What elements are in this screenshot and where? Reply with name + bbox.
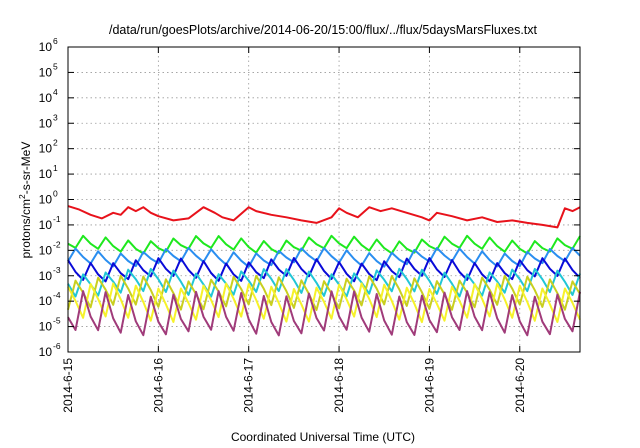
y-tick-exponent: -2 <box>53 239 61 249</box>
y-tick-label: 10 <box>39 91 53 105</box>
y-tick-label: 10 <box>39 269 53 283</box>
y-tick-exponent: -5 <box>53 316 61 326</box>
y-tick-label: 10 <box>39 320 53 334</box>
y-tick-exponent: 1 <box>53 163 58 173</box>
y-tick-exponent: -1 <box>53 214 61 224</box>
y-tick-base: 10 <box>39 345 53 359</box>
y-tick-base: 10 <box>39 65 53 79</box>
x-tick-label: 2014-6-15 <box>61 358 75 413</box>
y-tick-label: 10 <box>39 142 53 156</box>
y-tick-base: 10 <box>39 116 53 130</box>
chart-title: /data/run/goesPlots/archive/2014-06-20/1… <box>109 23 538 37</box>
y-tick-base: 10 <box>39 269 53 283</box>
y-tick-base: 10 <box>39 243 53 257</box>
y-tick-exponent: -3 <box>53 265 61 275</box>
series-line-5 <box>67 267 581 298</box>
y-tick-exponent: 5 <box>53 61 58 71</box>
series-line-6 <box>67 274 581 311</box>
x-tick-label: 2014-6-20 <box>513 358 527 413</box>
y-tick-label: 10 <box>39 167 53 181</box>
y-tick-base: 10 <box>39 167 53 181</box>
y-tick-exponent: 3 <box>53 112 58 122</box>
series-line-3 <box>67 246 581 268</box>
y-tick-base: 10 <box>39 193 53 207</box>
x-tick-label: 2014-6-19 <box>422 358 436 413</box>
y-tick-exponent: 6 <box>53 36 58 46</box>
y-tick-exponent: 0 <box>53 189 58 199</box>
y-tick-base: 10 <box>39 142 53 156</box>
y-axis-label-prefix: protons/cm <box>19 199 33 258</box>
series-line-1 <box>67 205 581 229</box>
y-tick-base: 10 <box>39 40 53 54</box>
y-tick-base: 10 <box>39 320 53 334</box>
y-tick-label: 10 <box>39 116 53 130</box>
y-tick-exponent: -4 <box>53 290 61 300</box>
y-tick-label: 10 <box>39 218 53 232</box>
x-axis-ticks: 2014-6-15 2014-6-16 2014-6-17 2014-6-18 2014… <box>61 47 527 413</box>
y-tick-label: 10 <box>39 345 53 359</box>
y-tick-label: 10 <box>39 243 53 257</box>
x-tick-label: 2014-6-17 <box>242 358 256 413</box>
y-tick-exponent: -6 <box>53 341 61 351</box>
y-tick-label: 10 <box>39 65 53 79</box>
y-tick-base: 10 <box>39 218 53 232</box>
y-axis-label: protons/cm2-s-sr-MeV <box>17 142 33 259</box>
y-tick-exponent: 2 <box>53 138 58 148</box>
series-group <box>67 205 581 337</box>
series-line-8 <box>67 290 581 337</box>
y-tick-base: 10 <box>39 294 53 308</box>
series-line-7 <box>67 282 581 324</box>
series-line-4 <box>67 257 581 283</box>
x-axis-label: Coordinated Universal Time (UTC) <box>231 430 415 444</box>
x-tick-label: 2014-6-18 <box>332 358 346 413</box>
y-tick-label: 10 <box>39 294 53 308</box>
series-line-2 <box>67 234 581 255</box>
y-axis-label-suffix: -s-sr-MeV <box>19 142 33 195</box>
y-tick-label: 10 <box>39 40 53 54</box>
y-tick-base: 10 <box>39 91 53 105</box>
y-axis-ticks: 10 -610 -510 -410 -310 -210 -110 010 110 210 310 41… <box>39 36 580 359</box>
y-tick-exponent: 4 <box>53 87 58 97</box>
x-tick-label: 2014-6-16 <box>151 358 165 413</box>
y-axis-label-superscript: 2 <box>17 194 27 199</box>
y-tick-label: 10 <box>39 193 53 207</box>
